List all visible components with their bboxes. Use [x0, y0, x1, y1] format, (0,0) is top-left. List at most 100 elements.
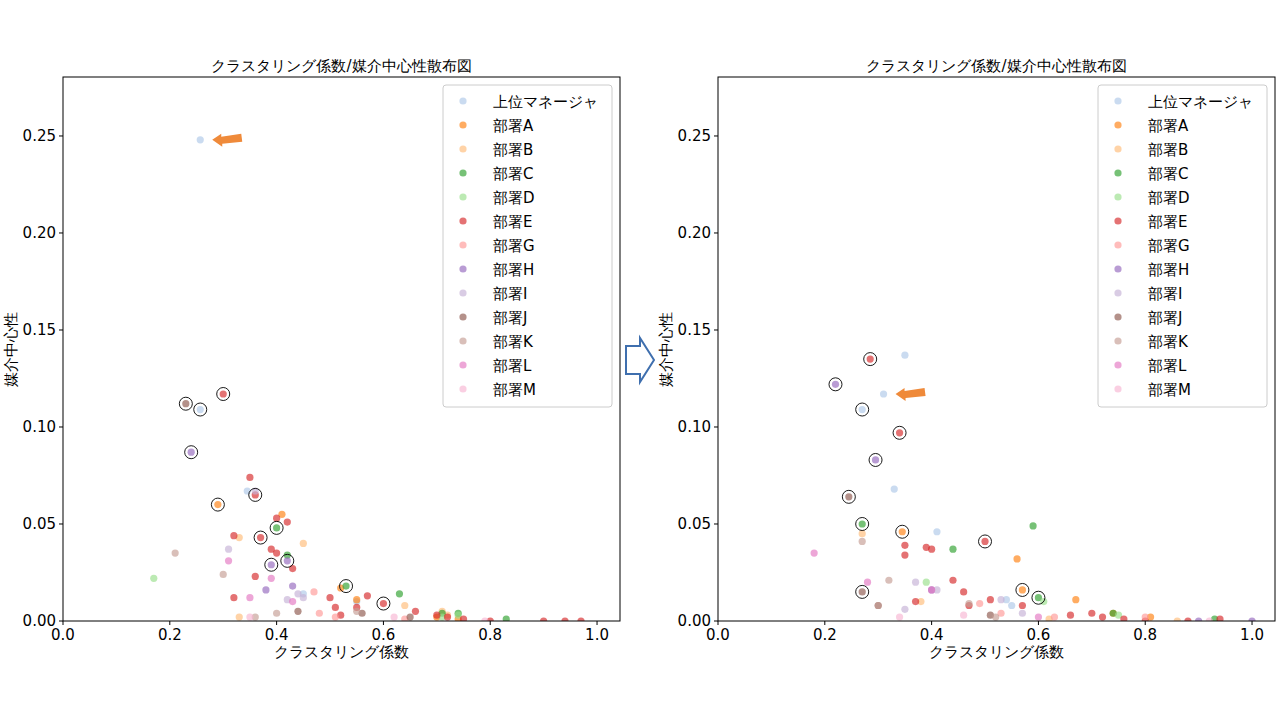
point	[859, 588, 866, 595]
x-label: クラスタリング係数	[274, 643, 409, 661]
legend-label: 部署J	[1148, 309, 1182, 327]
highlight-ring	[856, 403, 869, 416]
legend-marker	[459, 145, 466, 152]
point	[976, 600, 983, 607]
legend-label: 部署A	[1148, 117, 1189, 135]
legend-label: 上位マネージャ	[1148, 93, 1253, 111]
point	[960, 588, 967, 595]
point	[246, 614, 253, 621]
point	[928, 586, 935, 593]
point	[997, 596, 1004, 603]
point	[960, 612, 967, 619]
point	[230, 594, 237, 601]
highlight-ring	[979, 535, 992, 548]
point	[289, 582, 296, 589]
y-tick-label: 0.25	[23, 127, 56, 145]
x-tick	[718, 621, 719, 625]
point	[364, 592, 371, 599]
legend-marker	[1114, 289, 1121, 296]
legend-label: 部署M	[1148, 381, 1191, 399]
y-tick	[714, 329, 718, 330]
legend-label: 部署L	[1148, 357, 1187, 375]
point	[1206, 617, 1213, 621]
point	[1120, 615, 1127, 621]
y-tick	[714, 426, 718, 427]
point	[901, 352, 908, 359]
point	[896, 429, 903, 436]
point	[300, 594, 307, 601]
y-tick	[714, 232, 718, 233]
x-tick	[1038, 621, 1039, 625]
legend-marker	[459, 337, 466, 344]
legend-marker	[1114, 193, 1121, 200]
highlight-ring	[896, 525, 909, 538]
x-tick	[931, 621, 932, 625]
legend-label: 部署L	[493, 357, 532, 375]
point	[197, 136, 204, 143]
point	[577, 617, 584, 621]
legend-marker	[459, 97, 466, 104]
point	[540, 617, 547, 621]
point	[326, 594, 333, 601]
x-tick-label: 0.6	[371, 626, 395, 644]
point	[252, 573, 259, 580]
highlight-ring	[265, 558, 278, 571]
highlight-ring	[829, 378, 842, 391]
y-tick-label: 0.00	[23, 612, 56, 630]
legend-marker	[1114, 217, 1121, 224]
x-tick-label: 0.8	[1133, 626, 1157, 644]
point	[901, 542, 908, 549]
x-tick-label: 0.6	[1026, 626, 1050, 644]
point	[912, 579, 919, 586]
point	[859, 530, 866, 537]
point	[332, 614, 339, 621]
point	[1029, 522, 1036, 529]
y-tick	[59, 621, 63, 622]
y-tick-label: 0.25	[678, 127, 711, 145]
point	[933, 528, 940, 535]
legend-label: 部署G	[1148, 237, 1190, 255]
point	[949, 577, 956, 584]
legend-label: 部署H	[1148, 261, 1189, 279]
y-tick-label: 0.10	[678, 418, 711, 436]
point	[407, 614, 414, 621]
legend-marker	[1114, 265, 1121, 272]
point	[896, 614, 903, 621]
x-tick	[276, 621, 277, 625]
y-label: 媒介中心性	[657, 312, 675, 387]
point	[289, 598, 296, 605]
legend-label: 部署B	[1148, 141, 1188, 159]
legend-box	[443, 85, 612, 407]
highlight-ring	[1016, 583, 1029, 596]
point	[1019, 610, 1026, 617]
point	[150, 575, 157, 582]
legend-label: 部署I	[493, 285, 527, 303]
legend-marker	[459, 121, 466, 128]
point	[1195, 617, 1202, 621]
point	[1099, 614, 1106, 621]
point	[885, 577, 892, 584]
point	[1216, 615, 1223, 621]
legend-label: 部署I	[1148, 285, 1182, 303]
legend-marker	[459, 385, 466, 392]
legend-label: 部署G	[493, 237, 535, 255]
point	[1019, 586, 1026, 593]
y-tick	[714, 523, 718, 524]
y-label: 媒介中心性	[2, 312, 20, 387]
point	[460, 615, 467, 621]
point	[380, 600, 387, 607]
legend-label: 部署B	[493, 141, 533, 159]
x-tick	[383, 621, 384, 625]
y-tick-label: 0.00	[678, 612, 711, 630]
legend-label: 部署H	[493, 261, 534, 279]
x-tick-label: 0.8	[478, 626, 502, 644]
highlight-ring	[893, 426, 906, 439]
point	[1248, 617, 1255, 621]
point	[845, 493, 852, 500]
point	[289, 565, 296, 572]
point	[412, 608, 419, 615]
figure: クラスタリング係数/媒介中心性散布図クラスタリング係数媒介中心性0.00.20.…	[0, 0, 1280, 720]
x-tick-label: 1.0	[1240, 626, 1264, 644]
transition-arrow	[626, 338, 654, 382]
highlight-ring	[270, 521, 283, 534]
